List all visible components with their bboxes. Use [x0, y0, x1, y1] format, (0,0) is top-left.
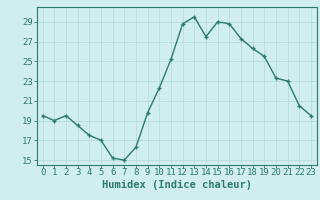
X-axis label: Humidex (Indice chaleur): Humidex (Indice chaleur): [102, 180, 252, 190]
